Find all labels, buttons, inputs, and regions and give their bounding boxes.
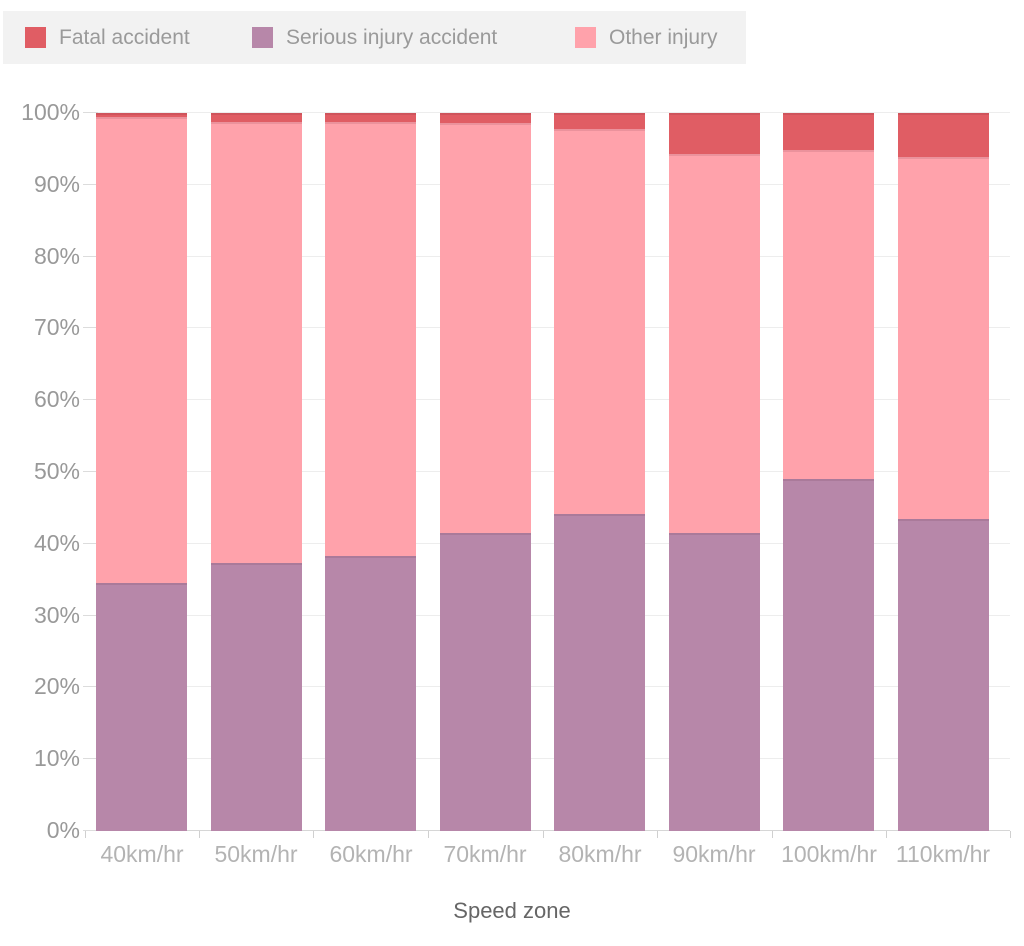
gridline-60 (85, 399, 1010, 401)
x-axis-line (85, 830, 1010, 831)
segment-other-injury-110km-hr (898, 156, 989, 519)
y-axis-labels: 0% 10% 20% 30% 40% 50% 60% 70% 80% 90% 100% (0, 99, 80, 843)
y-tick-label-70: 70% (33, 314, 80, 341)
y-tick-label-30: 30% (33, 601, 80, 628)
segment-serious-injury-accident-110km-hr (898, 518, 989, 831)
y-tickmark-30 (83, 614, 98, 616)
x-tickmark-3 (313, 831, 314, 838)
segment-serious-injury-accident-70km-hr (440, 533, 531, 831)
gridline-100 (85, 112, 1010, 113)
x-tick-label-70km-hr: 70km/hr (443, 841, 527, 867)
y-tick-label-60: 60% (33, 386, 80, 413)
legend-swatch-fatal-accident-icon (25, 27, 46, 48)
y-tick-label-10: 10% (33, 745, 80, 772)
x-tick-label-60km-hr: 60km/hr (329, 841, 413, 867)
segment-fatal-accident-60km-hr (325, 113, 416, 122)
gridline-90 (85, 183, 1010, 185)
segment-fatal-accident-90km-hr (669, 113, 760, 154)
bar-90km-hr (669, 113, 760, 831)
x-tick-label-80km-hr: 80km/hr (558, 841, 642, 867)
segment-fatal-accident-100km-hr (783, 113, 874, 150)
legend-label: Other injury (609, 25, 718, 49)
segment-fatal-accident-40km-hr (96, 113, 187, 117)
segment-other-injury-50km-hr (211, 122, 302, 564)
x-tickmark-6 (657, 831, 658, 838)
y-tickmark-0 (83, 830, 98, 831)
segment-serious-injury-accident-100km-hr (783, 479, 874, 831)
legend-label: Serious injury accident (286, 25, 498, 49)
gridline-50 (85, 471, 1010, 472)
y-tickmark-20 (83, 686, 98, 688)
y-tick-label-20: 20% (33, 673, 80, 700)
segment-other-injury-60km-hr (325, 121, 416, 557)
segment-other-injury-100km-hr (783, 149, 874, 480)
bar-60km-hr (325, 113, 416, 831)
gridline-20 (85, 686, 1010, 688)
segment-other-injury-90km-hr (669, 153, 760, 534)
y-tick-label-90: 90% (33, 170, 80, 197)
y-tick-label-0: 0% (46, 817, 80, 843)
x-tickmark-7 (772, 831, 773, 838)
bar-80km-hr (554, 113, 645, 831)
x-tickmark-2 (199, 831, 200, 838)
y-tick-label-40: 40% (33, 529, 80, 556)
bar-70km-hr (440, 113, 531, 831)
gridline-10 (85, 758, 1010, 760)
x-tickmark-0 (85, 831, 86, 838)
segment-fatal-accident-50km-hr (211, 113, 302, 123)
legend-item-other-injury[interactable]: Other injury (575, 11, 718, 64)
y-tickmark-90 (83, 183, 98, 185)
legend-item-serious-injury-accident[interactable]: Serious injury accident (252, 11, 497, 64)
x-tick-label-100km-hr: 100km/hr (781, 841, 877, 867)
segment-other-injury-40km-hr (96, 116, 187, 583)
y-tickmark-10 (83, 758, 98, 760)
bar-110km-hr (898, 113, 989, 831)
x-tickmark-5 (543, 831, 544, 838)
segment-serious-injury-accident-60km-hr (325, 556, 416, 831)
y-tick-label-80: 80% (33, 242, 80, 269)
x-axis-title: Speed zone (453, 898, 571, 923)
y-tickmark-80 (83, 255, 98, 257)
chart-legend: Fatal accident Serious injury accident Oth… (3, 11, 746, 64)
x-tick-label-50km-hr: 50km/hr (214, 841, 298, 867)
legend-item-fatal-accident[interactable]: Fatal accident (25, 11, 190, 64)
plot-area (83, 112, 1011, 838)
segment-fatal-accident-110km-hr (898, 113, 989, 157)
bar-100km-hr (783, 113, 874, 831)
segment-serious-injury-accident-40km-hr (96, 582, 187, 831)
gridline-80 (85, 255, 1010, 257)
segment-fatal-accident-70km-hr (440, 113, 531, 124)
x-tick-label-40km-hr: 40km/hr (100, 841, 184, 867)
gridline-40 (85, 542, 1010, 544)
y-tickmark-70 (83, 327, 98, 329)
x-axis-labels: 40km/hr 50km/hr 60km/hr 70km/hr 80km/hr 90km/… (85, 840, 1010, 870)
legend-swatch-serious-injury-accident-icon (252, 27, 273, 48)
y-tickmark-100 (83, 112, 98, 113)
x-tickmark-8 (886, 831, 887, 838)
segment-serious-injury-accident-50km-hr (211, 563, 302, 831)
legend-label: Fatal accident (59, 25, 190, 49)
legend-swatch-other-injury-icon (575, 27, 596, 48)
segment-other-injury-70km-hr (440, 123, 531, 534)
x-tick-label-110km-hr: 110km/hr (895, 841, 991, 867)
y-tickmark-40 (83, 542, 98, 544)
segment-serious-injury-accident-80km-hr (554, 513, 645, 831)
x-tick-label-90km-hr: 90km/hr (672, 841, 756, 867)
y-tickmark-50 (83, 471, 98, 472)
x-tickmark-4 (428, 831, 429, 838)
segment-other-injury-80km-hr (554, 128, 645, 514)
bar-40km-hr (96, 113, 187, 831)
y-tick-label-50: 50% (33, 458, 80, 484)
gridline-70 (85, 327, 1010, 329)
x-tickmark-1 (1010, 831, 1011, 838)
y-tickmark-60 (83, 399, 98, 401)
segment-serious-injury-accident-90km-hr (669, 533, 760, 831)
y-tick-label-100: 100% (21, 99, 80, 125)
bar-50km-hr (211, 113, 302, 831)
segment-fatal-accident-80km-hr (554, 113, 645, 129)
gridline-30 (85, 614, 1010, 616)
